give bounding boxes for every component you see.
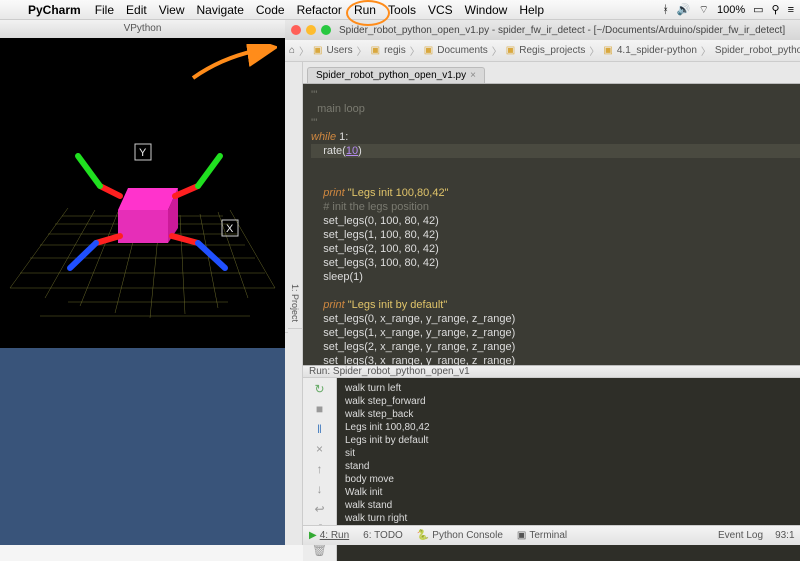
status-todo[interactable]: 6: TODO xyxy=(363,530,403,541)
navigation-toolbar: ⌂〉 ▣Users〉 ▣regis〉 ▣Documents〉 ▣Regis_pr… xyxy=(285,40,800,62)
bluetooth-icon[interactable]: ᚼ xyxy=(662,4,669,16)
folder-icon: ▣ xyxy=(506,45,515,56)
down-icon[interactable]: ↓ xyxy=(317,482,323,496)
battery-icon[interactable]: ▭ xyxy=(753,3,763,16)
pause-icon[interactable]: ‖ xyxy=(317,422,322,436)
notifications-icon[interactable]: ≡ xyxy=(788,4,794,16)
app-name[interactable]: PyCharm xyxy=(28,3,81,17)
breadcrumb[interactable]: ⌂〉 ▣Users〉 ▣regis〉 ▣Documents〉 ▣Regis_pr… xyxy=(289,43,800,58)
close-tab-icon[interactable]: × xyxy=(470,70,476,81)
menu-help[interactable]: Help xyxy=(519,3,544,17)
wifi-icon[interactable]: ⌔ xyxy=(699,3,709,17)
caret-position[interactable]: 93:1 xyxy=(775,530,794,541)
x-axis-label: X xyxy=(226,223,234,235)
code-content: ''' main loop ''' while 1: rate(10) prin… xyxy=(311,88,800,365)
system-tray: ᚼ 🔊 ⌔ 100% ▭ ⚲ ≡ xyxy=(662,3,794,17)
file-tab-label: Spider_robot_python_open_v1.py xyxy=(316,70,466,81)
window-title: Spider_robot_python_open_v1.py - spider_… xyxy=(339,25,785,36)
home-icon[interactable]: ⌂ xyxy=(289,45,295,56)
status-python-console[interactable]: 🐍Python Console xyxy=(417,530,503,541)
status-event-log[interactable]: Event Log xyxy=(718,530,763,541)
up-icon[interactable]: ↑ xyxy=(317,462,323,476)
menu-window[interactable]: Window xyxy=(465,3,508,17)
vpython-window: VPython xyxy=(0,20,285,545)
trash-icon[interactable]: 🗑 xyxy=(312,543,327,557)
y-axis-label: Y xyxy=(139,147,147,159)
window-titlebar[interactable]: Spider_robot_python_open_v1.py - spider_… xyxy=(285,20,800,40)
minimize-icon[interactable] xyxy=(306,25,316,35)
volume-icon[interactable]: 🔊 xyxy=(677,3,691,16)
tool-window-tabs: 1: Project 7: Structure xyxy=(285,62,303,545)
status-run[interactable]: ▶4: Run xyxy=(309,530,349,541)
menu-tools[interactable]: Tools xyxy=(388,3,416,17)
file-tab[interactable]: Spider_robot_python_open_v1.py × xyxy=(307,67,485,83)
stop-icon[interactable]: ■ xyxy=(316,402,323,416)
folder-icon: ▣ xyxy=(313,45,322,56)
status-bar: ▶4: Run 6: TODO 🐍Python Console ▣Termina… xyxy=(303,525,800,545)
code-editor[interactable]: ''' main loop ''' while 1: rate(10) prin… xyxy=(303,84,800,365)
spotlight-icon[interactable]: ⚲ xyxy=(772,3,780,16)
tab-project[interactable]: 1: Project xyxy=(288,278,302,329)
rerun-icon[interactable]: ↻ xyxy=(314,382,324,396)
soft-wrap-icon[interactable]: ↩ xyxy=(314,502,324,516)
menu-run[interactable]: Run xyxy=(354,3,376,17)
status-terminal[interactable]: ▣Terminal xyxy=(517,530,567,541)
battery-percent[interactable]: 100% xyxy=(717,4,745,16)
menu-code[interactable]: Code xyxy=(256,3,285,17)
vpython-scene: Y X xyxy=(0,38,285,348)
editor-tabs: Spider_robot_python_open_v1.py × xyxy=(303,62,800,84)
menu-view[interactable]: View xyxy=(159,3,185,17)
close-panel-icon[interactable]: × xyxy=(316,442,323,456)
console-output: walk turn left walk step_forward walk st… xyxy=(345,382,800,538)
run-tool-window: Run: Spider_robot_python_open_v1 ⚙ ↻ ■ ‖… xyxy=(303,365,800,525)
vpython-canvas[interactable]: Y X xyxy=(0,38,285,348)
menu-vcs[interactable]: VCS xyxy=(428,3,453,17)
traffic-lights[interactable] xyxy=(291,25,331,35)
folder-icon: ▣ xyxy=(424,45,433,56)
run-config-name[interactable]: Spider_robot_python_open_v1 xyxy=(333,366,470,377)
close-icon[interactable] xyxy=(291,25,301,35)
folder-icon: ▣ xyxy=(603,45,612,56)
menu-edit[interactable]: Edit xyxy=(126,3,147,17)
menu-navigate[interactable]: Navigate xyxy=(197,3,244,17)
macos-menubar: PyCharm File Edit View Navigate Code Ref… xyxy=(0,0,800,20)
pycharm-window: Spider_robot_python_open_v1.py - spider_… xyxy=(285,20,800,545)
menu-refactor[interactable]: Refactor xyxy=(297,3,342,17)
zoom-icon[interactable] xyxy=(321,25,331,35)
vpython-title: VPython xyxy=(0,20,285,38)
run-label: Run: xyxy=(309,366,330,377)
folder-icon: ▣ xyxy=(371,45,380,56)
menu-file[interactable]: File xyxy=(95,3,114,17)
